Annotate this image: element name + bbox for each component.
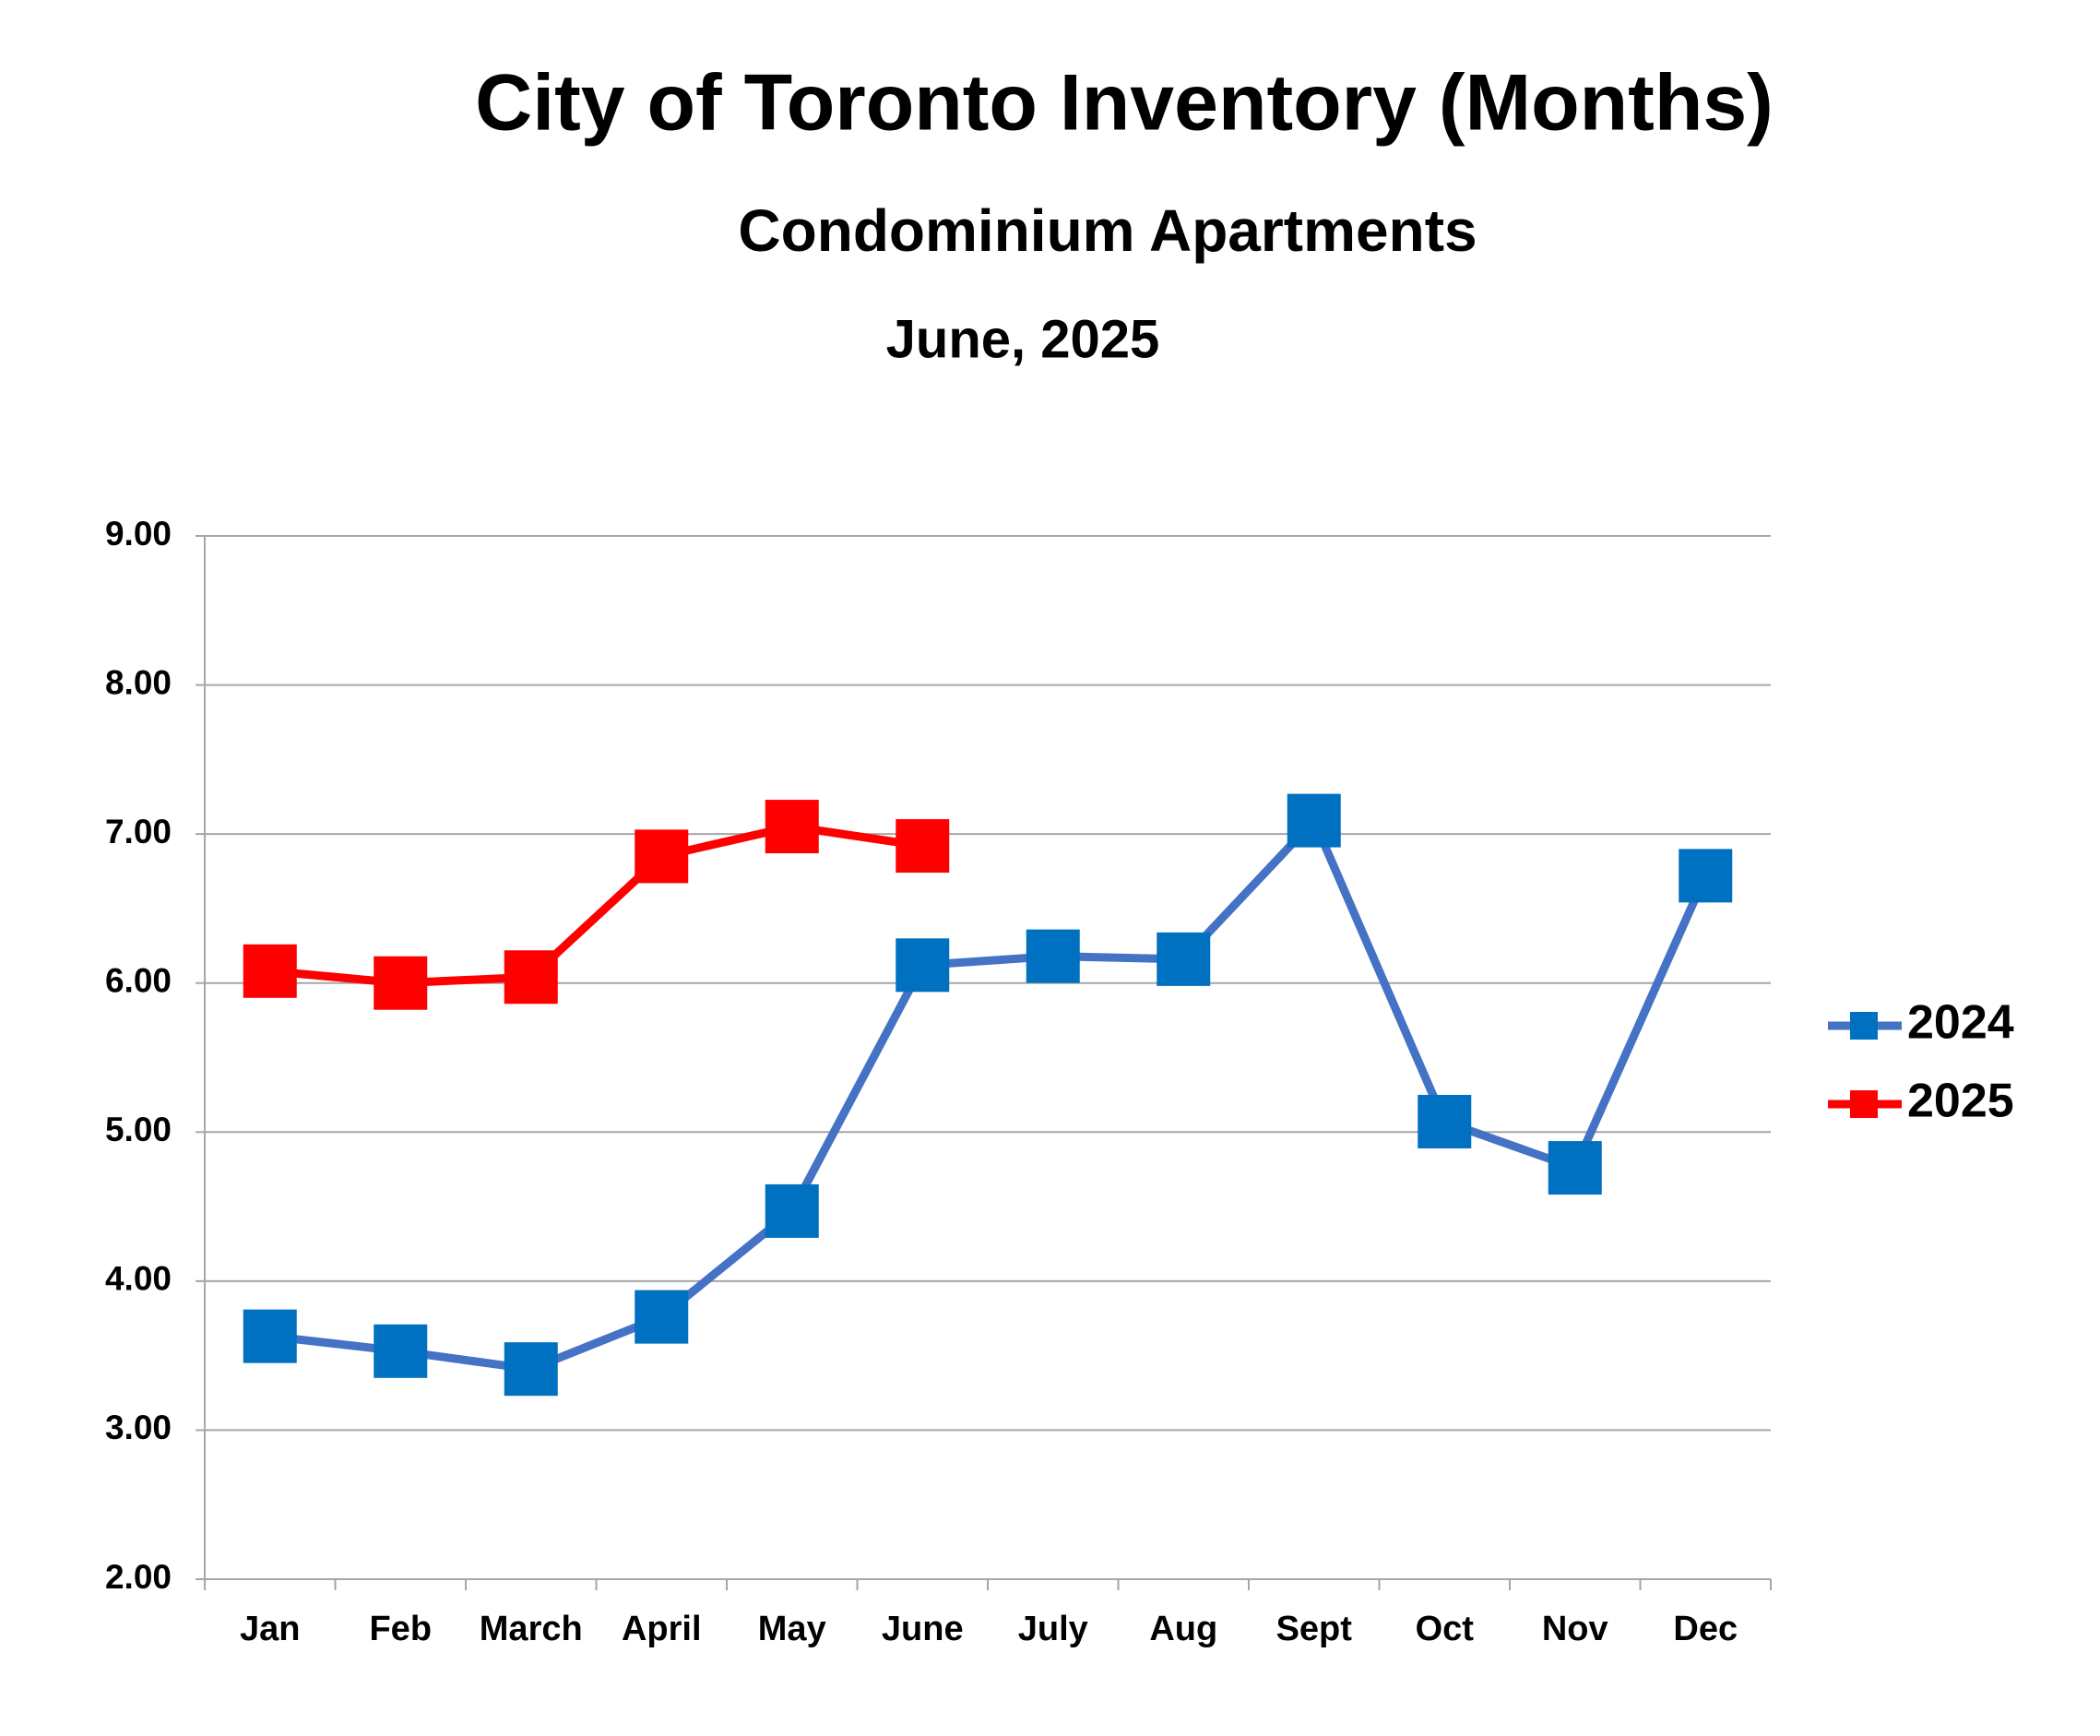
data-marker	[1026, 929, 1080, 983]
x-tick-label: March	[480, 1610, 583, 1648]
y-tick-label: 8.00	[105, 663, 172, 701]
y-tick-label: 2.00	[105, 1558, 172, 1596]
data-marker	[1679, 849, 1733, 903]
data-marker	[1287, 793, 1341, 848]
data-marker	[374, 1324, 428, 1378]
y-tick-label: 7.00	[105, 813, 172, 850]
x-tick-label: Sept	[1276, 1610, 1353, 1648]
data-marker	[765, 800, 819, 854]
x-tick-label: Dec	[1673, 1610, 1738, 1648]
x-tick-label: Aug	[1149, 1610, 1217, 1648]
data-marker	[504, 1342, 558, 1397]
date-label: June, 2025	[886, 309, 1160, 369]
chart-title: City of Toronto Inventory (Months)	[475, 59, 1774, 148]
legend-label: 2024	[1907, 996, 2014, 1050]
data-marker	[635, 1290, 689, 1344]
data-marker	[243, 944, 297, 998]
legend-marker	[1850, 1090, 1878, 1118]
data-marker	[504, 950, 558, 1005]
y-tick-label: 9.00	[105, 515, 172, 553]
x-tick-label: July	[1018, 1610, 1088, 1648]
x-tick-label: April	[622, 1610, 702, 1648]
data-marker	[635, 829, 689, 884]
data-marker	[1418, 1094, 1472, 1148]
chart-subtitle: Condominium Apartments	[738, 197, 1477, 264]
y-tick-label: 4.00	[105, 1260, 172, 1298]
y-tick-label: 5.00	[105, 1111, 172, 1148]
data-marker	[1157, 932, 1211, 986]
data-marker	[243, 1309, 297, 1363]
x-tick-label: Jan	[240, 1610, 300, 1648]
data-marker	[765, 1183, 819, 1238]
series-line	[269, 822, 923, 988]
legend-marker	[1850, 1012, 1878, 1040]
data-marker	[896, 938, 950, 993]
x-tick-label: June	[882, 1610, 964, 1648]
x-tick-label: May	[758, 1610, 826, 1648]
y-tick-label: 6.00	[105, 961, 172, 999]
series-line	[269, 816, 1710, 1373]
data-marker	[1548, 1141, 1602, 1195]
x-tick-label: Oct	[1416, 1610, 1475, 1648]
y-tick-label: 3.00	[105, 1409, 172, 1446]
x-tick-label: Feb	[369, 1610, 432, 1648]
x-tick-label: Nov	[1542, 1610, 1608, 1648]
data-marker	[896, 819, 950, 874]
legend-label: 2025	[1907, 1075, 2014, 1128]
data-marker	[374, 956, 428, 1010]
